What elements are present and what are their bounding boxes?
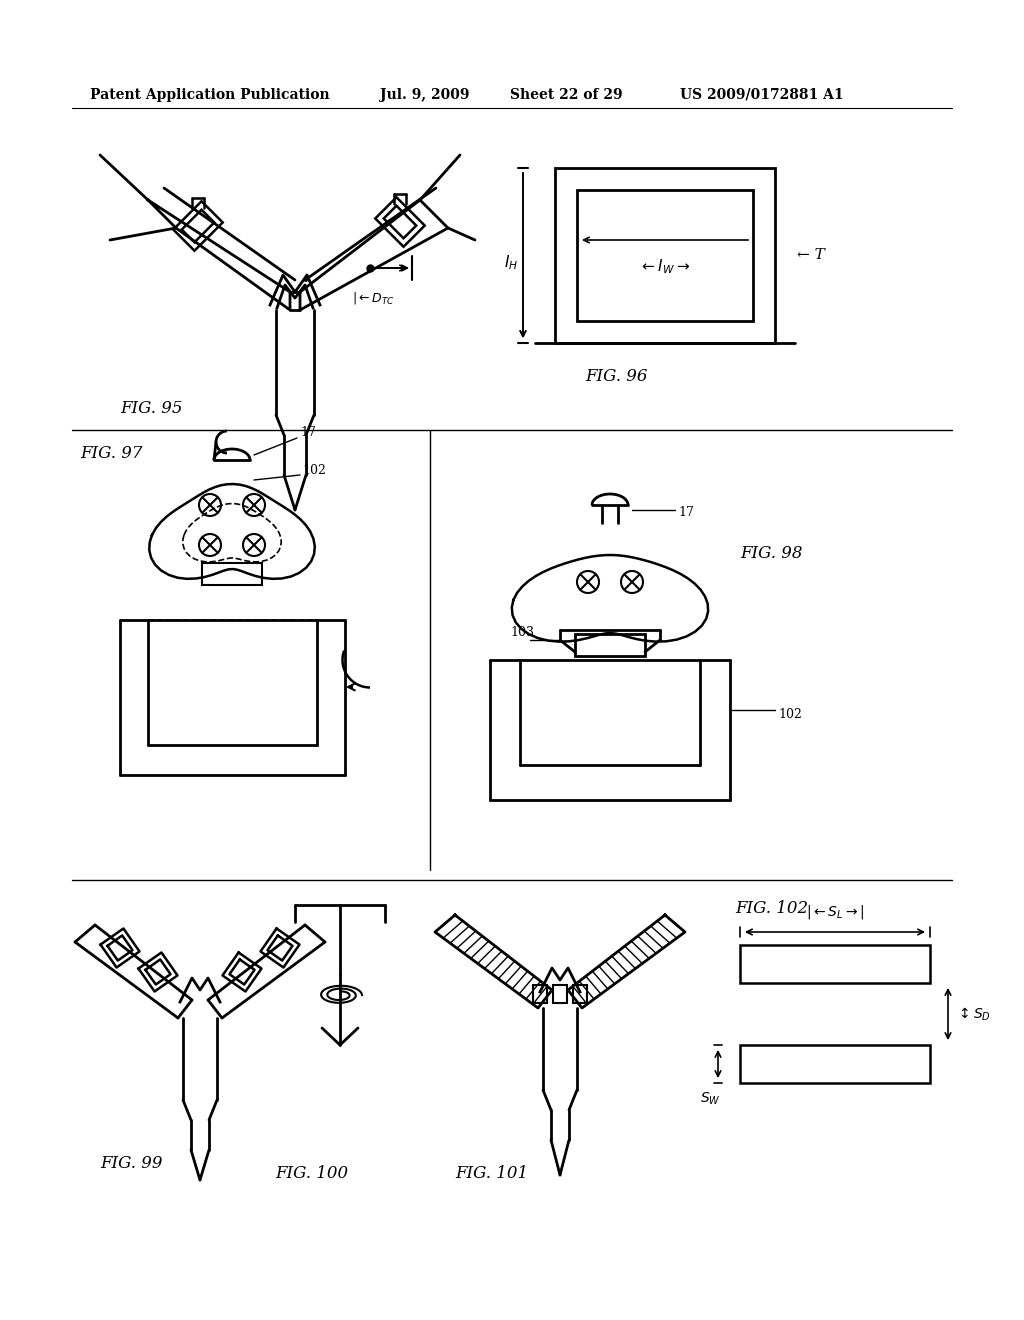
Text: $S_W$: $S_W$ xyxy=(699,1092,720,1107)
Bar xyxy=(202,564,262,585)
Text: Patent Application Publication: Patent Application Publication xyxy=(90,88,330,102)
Text: US 2009/0172881 A1: US 2009/0172881 A1 xyxy=(680,88,844,102)
Text: 102: 102 xyxy=(302,463,326,477)
Text: Jul. 9, 2009: Jul. 9, 2009 xyxy=(380,88,469,102)
Text: 102: 102 xyxy=(778,709,802,722)
Bar xyxy=(575,634,645,656)
Text: FIG. 102: FIG. 102 xyxy=(735,900,808,917)
Bar xyxy=(573,985,587,1003)
Bar xyxy=(534,985,547,1003)
Text: FIG. 100: FIG. 100 xyxy=(275,1166,348,1181)
Text: FIG. 99: FIG. 99 xyxy=(100,1155,163,1172)
Text: $\leftarrow I_W \rightarrow$: $\leftarrow I_W \rightarrow$ xyxy=(639,257,690,276)
Text: ← T: ← T xyxy=(797,248,824,261)
Text: FIG. 97: FIG. 97 xyxy=(80,445,142,462)
Text: $|\leftarrow D_{TC}$: $|\leftarrow D_{TC}$ xyxy=(352,290,394,306)
Text: FIG. 101: FIG. 101 xyxy=(455,1166,528,1181)
Text: FIG. 96: FIG. 96 xyxy=(585,368,647,385)
Bar xyxy=(740,1045,930,1082)
Text: 17: 17 xyxy=(678,507,694,520)
Text: $|\leftarrow S_L \rightarrow|$: $|\leftarrow S_L \rightarrow|$ xyxy=(806,903,864,921)
Text: $I_H$: $I_H$ xyxy=(504,253,518,272)
Bar xyxy=(740,945,930,983)
Bar xyxy=(553,985,567,1003)
Text: Sheet 22 of 29: Sheet 22 of 29 xyxy=(510,88,623,102)
Text: FIG. 95: FIG. 95 xyxy=(120,400,182,417)
Bar xyxy=(577,190,753,321)
Text: 103: 103 xyxy=(510,626,534,639)
Text: 17: 17 xyxy=(300,425,315,438)
Text: $\updownarrow S_D$: $\updownarrow S_D$ xyxy=(956,1006,991,1023)
Text: FIG. 98: FIG. 98 xyxy=(740,545,803,562)
Bar xyxy=(555,168,775,343)
